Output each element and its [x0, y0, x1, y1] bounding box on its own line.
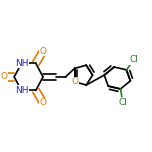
Text: NH: NH — [15, 86, 28, 95]
Text: O: O — [40, 47, 47, 56]
Text: O: O — [40, 98, 47, 107]
Text: NH: NH — [15, 59, 28, 68]
Text: O: O — [1, 72, 8, 81]
Text: Cl: Cl — [130, 55, 138, 64]
Text: Cl: Cl — [118, 98, 127, 107]
Text: O: O — [71, 77, 78, 86]
